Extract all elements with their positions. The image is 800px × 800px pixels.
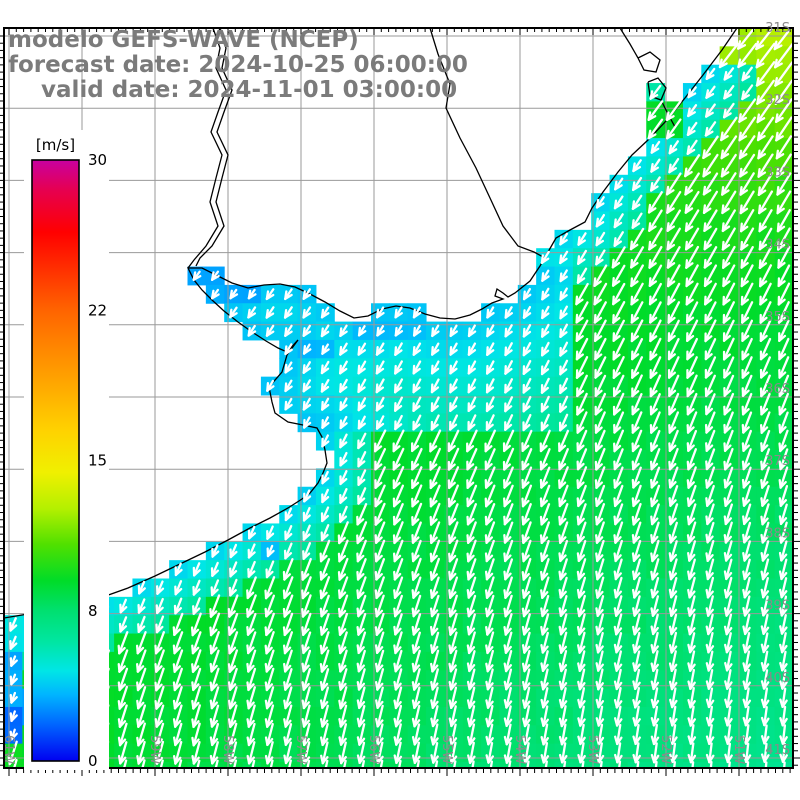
lat-label: 39S xyxy=(765,599,790,614)
lat-label: 38S xyxy=(765,526,790,541)
lat-label: 33S xyxy=(765,165,790,180)
wind-arrows xyxy=(7,28,793,768)
lon-label: 55W xyxy=(439,735,454,765)
lon-label: 57W xyxy=(293,735,308,765)
colorbar-tick-label: 30 xyxy=(88,151,107,169)
lon-label: 53W xyxy=(585,735,600,765)
lon-label: 54W xyxy=(512,735,527,765)
lat-label: 41S xyxy=(765,743,790,758)
colorbar-tick-label: 8 xyxy=(88,602,98,620)
colorbar: [m/s] 30 22 15 8 0 xyxy=(24,130,109,770)
lon-label: 52W xyxy=(658,735,673,765)
axis-ticks xyxy=(0,28,800,776)
lat-label: 32S xyxy=(765,93,790,108)
colorbar-unit: [m/s] xyxy=(36,136,75,154)
graticule xyxy=(4,28,793,768)
lon-label: 58W xyxy=(220,735,235,765)
lat-label: 40S xyxy=(765,671,790,686)
lon-label: 56W xyxy=(366,735,381,765)
lon-label: 61W xyxy=(1,735,16,765)
lat-label: 37S xyxy=(765,454,790,469)
lat-label: 31S xyxy=(765,21,790,36)
lat-label: 35S xyxy=(765,310,790,325)
colorbar-tick-label: 15 xyxy=(88,452,107,470)
lat-label: 34S xyxy=(765,238,790,253)
lat-label: 36S xyxy=(765,382,790,397)
lon-label: 51W xyxy=(731,735,746,765)
colorbar-tick-label: 22 xyxy=(88,301,107,319)
map-frame xyxy=(0,27,800,776)
colorbar-tick-label: 0 xyxy=(88,752,98,770)
lon-label: 59W xyxy=(147,735,162,765)
